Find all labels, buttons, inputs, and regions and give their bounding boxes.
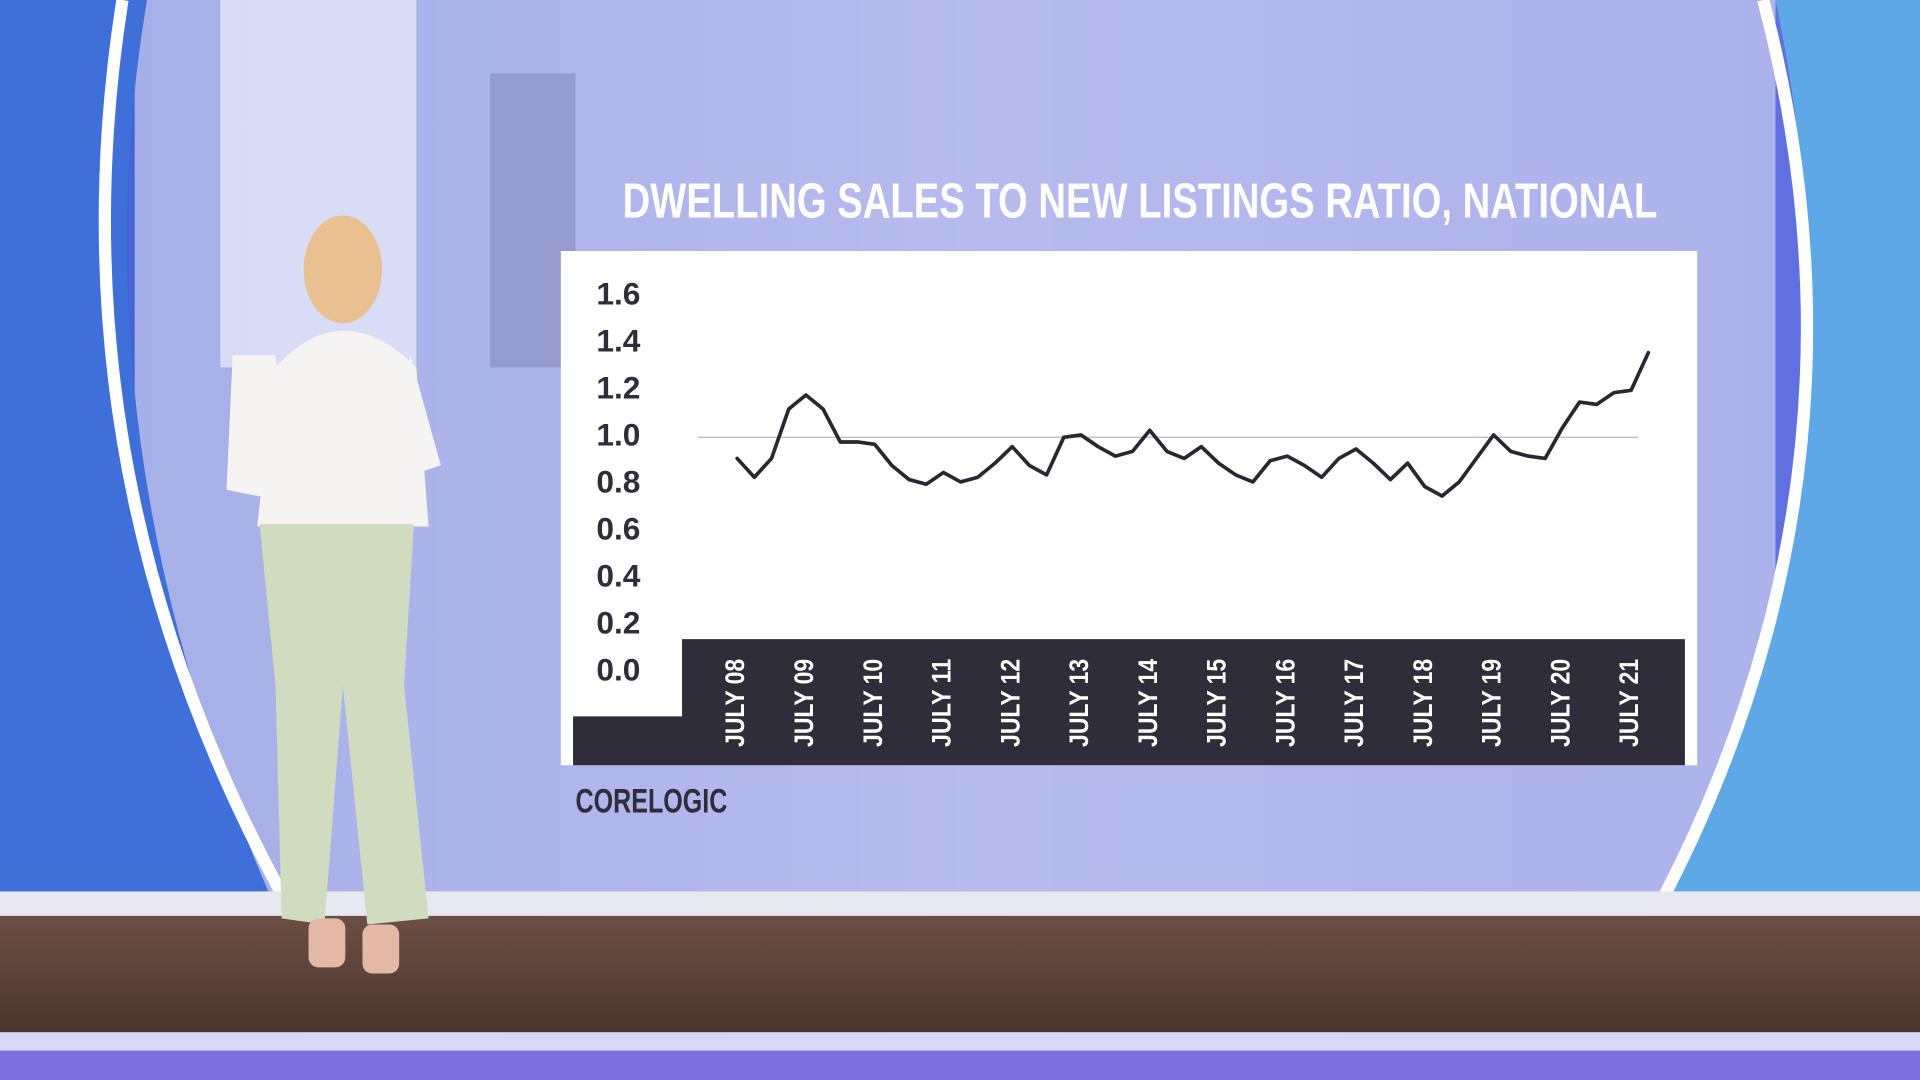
stage-stripe <box>0 1050 1920 1080</box>
x-tick-label: JULY 15 <box>1202 659 1232 747</box>
x-tick-label: JULY 11 <box>927 659 957 747</box>
source-label: CORELOGIC <box>576 782 728 820</box>
x-tick-label: JULY 17 <box>1339 659 1369 747</box>
chart-title: DWELLING SALES TO NEW LISTINGS RATIO, NA… <box>623 174 1658 228</box>
y-tick-label: 1.4 <box>596 323 640 359</box>
x-tick-label: JULY 21 <box>1614 659 1644 747</box>
x-tick-label: JULY 12 <box>995 659 1025 747</box>
y-tick-label: 0.8 <box>596 464 640 500</box>
y-tick-label: 1.0 <box>596 417 640 453</box>
x-tick-label: JULY 08 <box>720 659 750 747</box>
x-tick-label: JULY 19 <box>1477 659 1507 747</box>
x-tick-label: JULY 14 <box>1133 659 1163 747</box>
x-tick-label: JULY 10 <box>858 659 888 747</box>
right-curve <box>1665 0 1920 894</box>
y-tick-label: 0.2 <box>596 605 640 641</box>
y-tick-label: 0.6 <box>596 511 640 547</box>
x-tick-label: JULY 09 <box>789 659 819 747</box>
y-tick-label: 1.2 <box>596 370 640 406</box>
right-ring <box>1659 0 1814 897</box>
floor <box>0 915 1920 1033</box>
x-axis-band <box>573 639 1685 766</box>
x-tick-label: JULY 18 <box>1408 659 1438 747</box>
presenter <box>226 215 441 974</box>
data-line <box>735 350 1651 498</box>
house-shutters <box>220 0 417 368</box>
y-tick-label: 0.0 <box>596 652 640 688</box>
y-tick-label: 0.4 <box>596 558 640 594</box>
x-tick-label: JULY 20 <box>1545 659 1575 747</box>
left-ring <box>98 0 288 897</box>
y-tick-label: 1.6 <box>596 276 640 312</box>
x-tick-label: JULY 16 <box>1270 659 1300 747</box>
chart: DWELLING SALES TO NEW LISTINGS RATIO, NA… <box>560 174 1698 820</box>
x-tick-label: JULY 13 <box>1064 659 1094 747</box>
left-curve <box>0 0 270 894</box>
